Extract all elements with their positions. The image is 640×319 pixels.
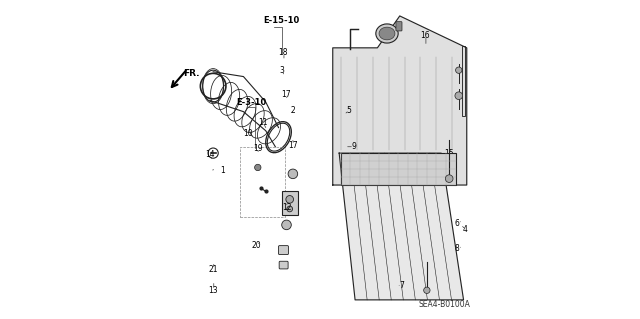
Text: 16: 16 <box>420 31 430 40</box>
FancyBboxPatch shape <box>279 261 288 269</box>
Text: 21: 21 <box>209 265 218 274</box>
Circle shape <box>424 287 430 293</box>
Ellipse shape <box>379 27 395 40</box>
Circle shape <box>288 169 298 179</box>
Text: 8: 8 <box>455 244 460 253</box>
Text: 17: 17 <box>288 141 298 150</box>
Ellipse shape <box>376 24 398 43</box>
FancyBboxPatch shape <box>278 246 289 255</box>
Circle shape <box>286 196 294 203</box>
Circle shape <box>456 67 462 73</box>
Text: SEA4-B0100A: SEA4-B0100A <box>418 300 470 309</box>
Polygon shape <box>333 16 467 185</box>
Text: 2: 2 <box>291 106 295 115</box>
Text: 9: 9 <box>351 142 356 151</box>
Text: 12: 12 <box>282 203 291 212</box>
FancyBboxPatch shape <box>340 153 456 185</box>
Text: 7: 7 <box>399 281 404 290</box>
Circle shape <box>255 164 261 171</box>
Text: 3: 3 <box>279 66 284 75</box>
Text: 11: 11 <box>258 118 268 127</box>
Text: 10: 10 <box>243 130 253 138</box>
Text: 4: 4 <box>463 225 468 234</box>
Polygon shape <box>339 153 463 300</box>
Text: 20: 20 <box>252 241 261 250</box>
Text: E-3-10: E-3-10 <box>236 98 266 107</box>
FancyBboxPatch shape <box>396 22 402 31</box>
Circle shape <box>282 220 291 230</box>
Text: 19: 19 <box>253 144 262 153</box>
Text: 18: 18 <box>278 48 288 57</box>
Text: 5: 5 <box>346 106 351 115</box>
Text: 1: 1 <box>220 166 225 175</box>
Circle shape <box>455 92 463 100</box>
Text: E-15-10: E-15-10 <box>264 16 300 25</box>
Text: 13: 13 <box>209 286 218 295</box>
Circle shape <box>287 206 292 212</box>
Circle shape <box>445 175 453 182</box>
Text: 14: 14 <box>205 150 215 159</box>
Text: 17: 17 <box>282 90 291 99</box>
Text: 6: 6 <box>455 219 460 228</box>
Text: FR.: FR. <box>184 69 200 78</box>
FancyBboxPatch shape <box>282 191 298 215</box>
Text: 15: 15 <box>444 149 454 158</box>
